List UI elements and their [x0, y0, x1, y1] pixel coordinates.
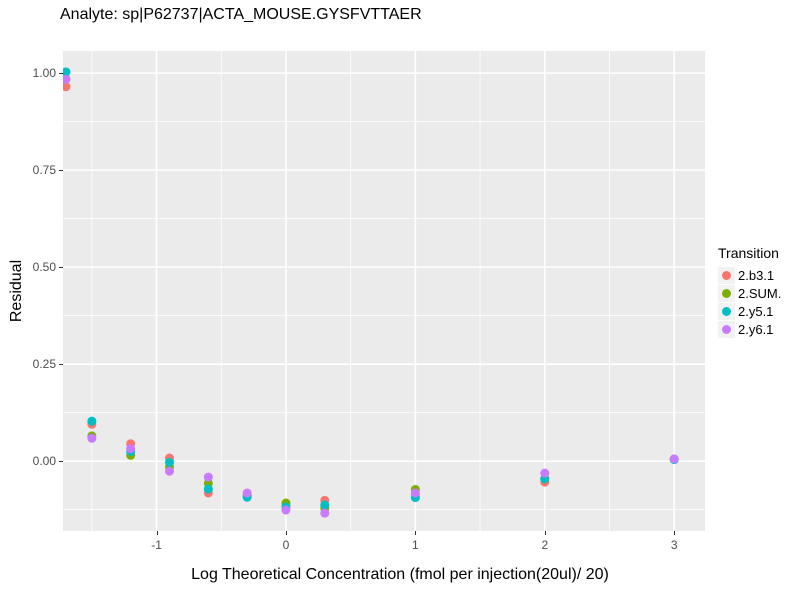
data-point: [669, 454, 679, 464]
legend-item: 2.b3.1: [718, 267, 781, 284]
y-tick-label: 0.75: [32, 163, 56, 178]
data-point: [126, 444, 136, 454]
legend-item: 2.y6.1: [718, 321, 781, 338]
data-point: [540, 468, 550, 478]
x-tick-mark: [415, 531, 417, 535]
data-point: [63, 82, 71, 92]
legend-item: 2.SUM.: [718, 285, 781, 302]
x-axis-title: Log Theoretical Concentration (fmol per …: [191, 566, 609, 583]
y-tick-mark: [59, 73, 63, 75]
data-point: [410, 488, 420, 498]
x-tick-label: 2: [541, 538, 549, 552]
data-point: [320, 508, 330, 518]
y-tick-label: 1.00: [32, 66, 56, 81]
legend: Transition 2.b3.1 2.SUM. 2.y5.1 2.y6.1: [718, 245, 781, 339]
legend-label: 2.y5.1: [738, 304, 774, 319]
y-tick-label: 0.25: [32, 357, 56, 372]
y-tick-mark: [59, 461, 63, 463]
legend-key: [718, 303, 735, 320]
legend-item: 2.y5.1: [718, 303, 781, 320]
legend-label: 2.SUM.: [738, 286, 782, 301]
x-tick-label: -1: [151, 538, 162, 552]
plot-panel-svg: [63, 51, 705, 531]
y-tick-mark: [59, 364, 63, 366]
y-tick-label: 0.50: [32, 260, 56, 275]
x-tick-label: 3: [670, 538, 678, 552]
y-tick-mark: [59, 267, 63, 269]
data-point: [165, 466, 175, 476]
data-point: [63, 74, 71, 84]
plot-title: Analyte: sp|P62737|ACTA_MOUSE.GYSFVTTAER: [60, 6, 422, 23]
data-point: [203, 484, 213, 494]
x-tick-label: 1: [412, 538, 419, 552]
data-point: [87, 433, 97, 443]
data-point: [281, 505, 291, 515]
legend-swatch-icon: [722, 271, 731, 280]
legend-swatch-icon: [722, 289, 731, 298]
data-point: [203, 472, 213, 482]
data-point: [165, 457, 175, 467]
plot-panel: [63, 51, 705, 531]
data-point: [242, 488, 252, 498]
legend-key: [718, 267, 735, 284]
legend-title: Transition: [718, 245, 779, 261]
data-point: [63, 67, 71, 77]
x-tick-mark: [544, 531, 546, 535]
x-tick-mark: [156, 531, 158, 535]
legend-key: [718, 321, 735, 338]
legend-label: 2.y6.1: [738, 322, 774, 337]
data-point: [87, 416, 97, 426]
legend-label: 2.b3.1: [738, 268, 775, 283]
legend-key: [718, 285, 735, 302]
legend-swatch-icon: [722, 307, 731, 316]
legend-swatch-icon: [722, 325, 731, 334]
x-tick-label: 0: [282, 538, 290, 552]
legend-items: 2.b3.1 2.SUM. 2.y5.1 2.y6.1: [718, 267, 781, 338]
y-tick-label: 0.00: [32, 454, 56, 469]
x-tick-mark: [285, 531, 287, 535]
y-tick-mark: [59, 170, 63, 172]
data-point: [320, 500, 330, 510]
x-tick-mark: [674, 531, 676, 535]
